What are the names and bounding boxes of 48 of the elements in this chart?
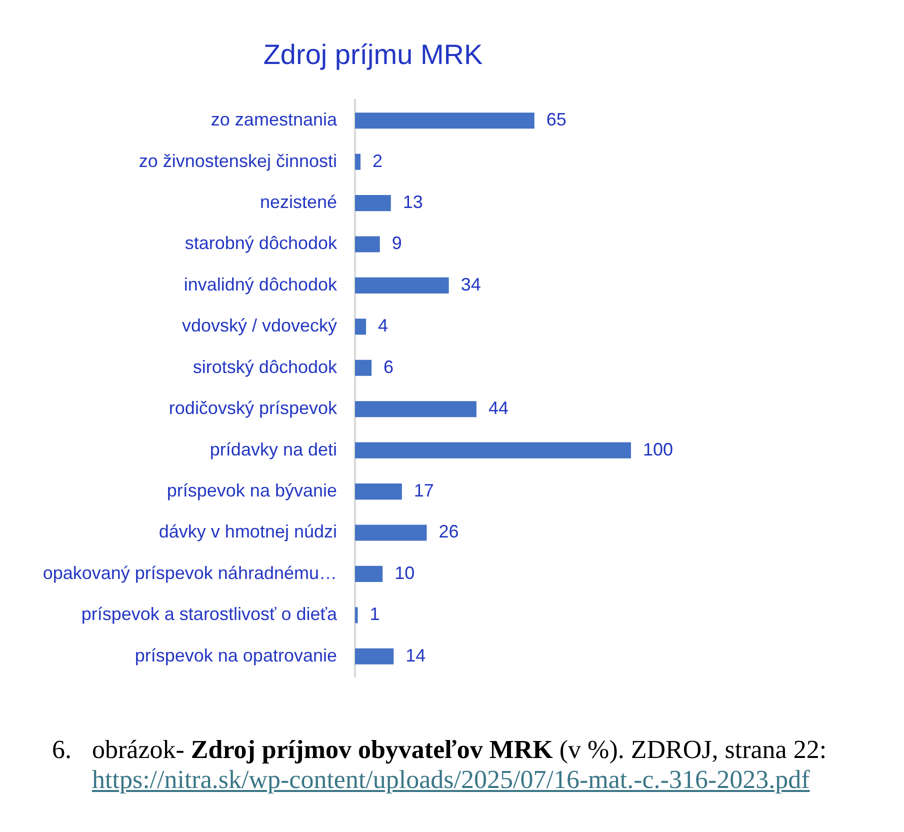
- bar: [355, 277, 449, 294]
- y-tick-label: príspevok a starostlivosť o dieťa: [81, 604, 338, 624]
- y-tick-label: prídavky na deti: [210, 439, 337, 460]
- data-label: 2: [372, 150, 383, 171]
- y-tick-label: zo živnostenskej činnosti: [138, 150, 337, 171]
- bar: [355, 484, 402, 500]
- y-tick-label: opakovaný príspevok náhradnému…: [42, 562, 337, 583]
- y-tick-label: rodičovský príspevok: [168, 398, 338, 418]
- text: obrázok-: [92, 735, 184, 764]
- bar: [355, 524, 427, 541]
- bar: [355, 112, 534, 129]
- y-tick-label: vdovský / vdovecký: [182, 316, 337, 336]
- data-label: 1: [370, 604, 380, 624]
- data-label: 65: [546, 110, 566, 130]
- y-tick-label: sirotský dôchodok: [192, 356, 338, 377]
- data-label: 9: [392, 233, 402, 254]
- data-label: 44: [488, 398, 508, 418]
- bar: [355, 566, 383, 582]
- y-tick-label: dávky v hmotnej núdzi: [158, 522, 337, 542]
- y-tick-label: nezistené: [260, 192, 337, 212]
- bar: [355, 318, 366, 335]
- bar: [355, 360, 372, 376]
- y-tick-label: príspevok na bývanie: [166, 480, 337, 501]
- text: https://nitra.sk/wp-content/uploads/2025/07/16-mat.-c.-316-2023.pdf: [92, 765, 811, 795]
- data-label: 26: [438, 522, 459, 542]
- text: Zdroj príjmov obyvateľov MRK: [190, 735, 553, 764]
- bar: [355, 236, 380, 252]
- y-tick-label: starobný dôchodok: [184, 233, 338, 254]
- chart-title: Zdroj príjmu MRK: [263, 38, 483, 72]
- y-tick-label: zo zamestnania: [210, 110, 338, 130]
- data-label: 6: [384, 356, 394, 377]
- data-label: 4: [378, 316, 388, 336]
- data-label: 100: [643, 439, 674, 460]
- text: (v %). ZDROJ, strana 22:: [559, 735, 827, 764]
- bar: [355, 648, 394, 664]
- bar: [355, 442, 631, 458]
- bar: [355, 607, 358, 624]
- bar: [355, 401, 476, 418]
- bar: [355, 154, 361, 170]
- text: 6.: [52, 735, 72, 766]
- y-tick-label: príspevok na opatrovanie: [134, 645, 337, 666]
- y-tick-label: invalidný dôchodok: [184, 274, 338, 294]
- data-label: 10: [394, 562, 415, 583]
- data-label: 17: [414, 480, 434, 501]
- data-label: 14: [406, 645, 426, 666]
- bar: [355, 195, 391, 212]
- data-label: 13: [402, 192, 423, 212]
- data-label: 34: [460, 274, 481, 294]
